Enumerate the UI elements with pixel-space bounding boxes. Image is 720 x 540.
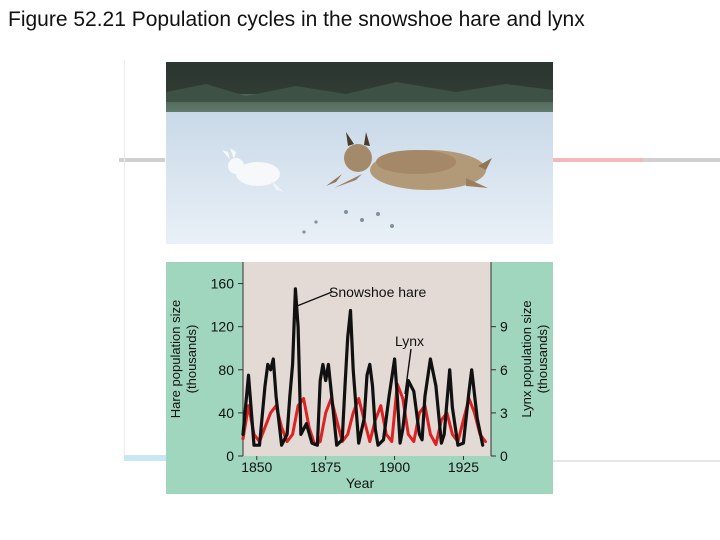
hare-series-line <box>241 287 485 447</box>
left-tick-label: 120 <box>211 319 235 335</box>
x-tick-label: 1925 <box>448 459 479 475</box>
right-tick-label: 0 <box>500 448 508 464</box>
hare-figure <box>222 148 284 192</box>
population-chart: 0 40 80 120 160 0 3 6 9 1850 1875 1900 1925 Hare pop… <box>166 262 553 494</box>
x-axis-title: Year <box>346 475 375 491</box>
snow-ground <box>166 112 553 244</box>
left-tick-label: 80 <box>218 362 234 378</box>
lynx-figure <box>326 132 492 190</box>
chart-svg: 0 40 80 120 160 0 3 6 9 1850 1875 1900 1925 Hare pop… <box>166 262 553 494</box>
hare-lynx-photo <box>166 62 553 244</box>
lynx-annotation-pointer <box>404 348 412 395</box>
left-axis-title-line2: (thousands) <box>184 325 199 394</box>
x-tick-label: 1875 <box>310 459 341 475</box>
left-tick-label: 0 <box>226 448 234 464</box>
right-axis-title-line1: Lynx population size <box>519 300 534 417</box>
hare-annotation-pointer <box>296 291 333 307</box>
x-tick-label: 1850 <box>241 459 272 475</box>
tick-layer: 0 40 80 120 160 0 3 6 9 1850 1875 1900 1925 <box>211 276 508 475</box>
figure-title: Figure 52.21 Population cycles in the sn… <box>8 8 585 31</box>
right-tick-label: 3 <box>500 405 508 421</box>
series-layer <box>241 287 487 447</box>
hare-annotation: Snowshoe hare <box>329 284 427 300</box>
right-axis-title-line2: (thousands) <box>535 325 550 394</box>
x-tick-label: 1900 <box>379 459 410 475</box>
lynx-annotation: Lynx <box>395 333 424 349</box>
left-tick-label: 40 <box>218 405 234 421</box>
right-tick-label: 6 <box>500 362 508 378</box>
right-tick-label: 9 <box>500 319 508 335</box>
left-axis-title-line1: Hare population size <box>168 300 183 419</box>
left-tick-label: 160 <box>211 276 235 292</box>
